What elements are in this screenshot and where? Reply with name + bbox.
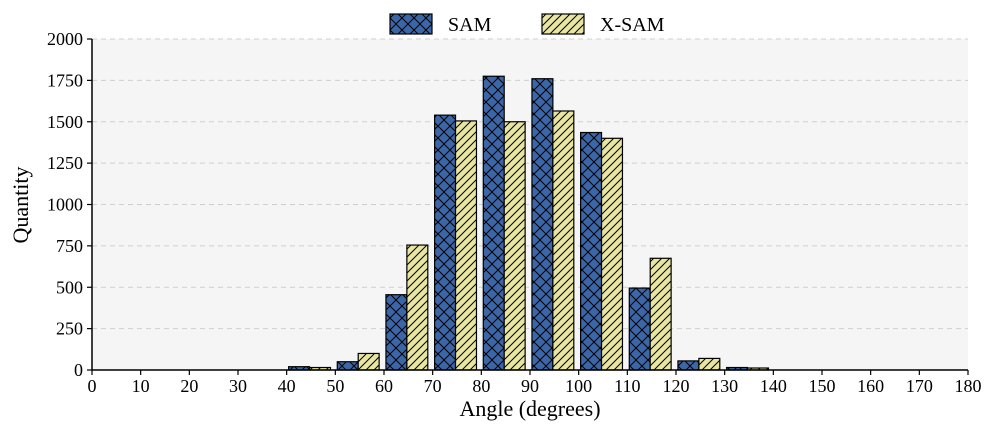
x-tick-label: 10 [132, 376, 150, 396]
x-tick-label: 80 [472, 376, 490, 396]
bar-x-sam [454, 120, 478, 371]
x-tick-label: 0 [88, 376, 97, 396]
bar-sam [482, 75, 505, 371]
y-axis-label: Quantity [8, 167, 33, 244]
x-tick-label: 120 [663, 376, 690, 396]
bar-x-sam [357, 352, 380, 371]
y-tick-label: 1000 [47, 195, 83, 215]
bar-sam [677, 360, 700, 371]
y-tick-label: 1250 [47, 153, 83, 173]
x-tick-label: 70 [424, 376, 442, 396]
x-tick-label: 20 [180, 376, 198, 396]
bar-sam [580, 131, 603, 371]
x-tick-label: 150 [809, 376, 836, 396]
plot-area [92, 39, 968, 370]
y-tick-label: 1500 [47, 112, 83, 132]
x-tick-label: 50 [326, 376, 344, 396]
bar-x-sam [698, 357, 721, 371]
y-tick-label: 500 [56, 277, 83, 297]
legend-swatch-x-sam [541, 13, 585, 35]
x-tick-label: 110 [614, 376, 640, 396]
x-axis-label: Angle (degrees) [459, 396, 600, 421]
bar-sam [628, 287, 651, 371]
bar-x-sam [503, 121, 526, 371]
x-tick-label: 30 [229, 376, 247, 396]
x-tick-label: 60 [375, 376, 393, 396]
bar-x-sam [600, 137, 624, 371]
bar-x-sam [649, 257, 672, 371]
x-tick-label: 100 [565, 376, 592, 396]
bar-x-sam [552, 110, 575, 371]
x-tick-label: 40 [278, 376, 296, 396]
legend: SAM X-SAM [389, 13, 665, 36]
bars [288, 75, 770, 371]
y-tick-label: 750 [56, 236, 83, 256]
grid [92, 38, 968, 330]
legend-label-sam: SAM [448, 14, 492, 36]
x-tick-label: 130 [711, 376, 738, 396]
bar-sam [434, 114, 457, 371]
y-ticks: 0 250 500 750 1000 1250 1500 1750 2000 [47, 29, 92, 380]
y-tick-label: 1750 [47, 70, 83, 90]
y-tick-label: 2000 [47, 29, 83, 49]
legend-label-x-sam: X-SAM [600, 14, 665, 36]
x-ticks: 0 10 20 30 40 50 60 70 80 90 100 110 120 130 140 150 160… [88, 370, 982, 396]
bar-x-sam [406, 244, 429, 371]
x-tick-label: 180 [955, 376, 982, 396]
bar-sam [531, 78, 554, 371]
bar-sam [336, 361, 359, 371]
y-tick-label: 0 [74, 360, 83, 380]
x-tick-label: 160 [857, 376, 884, 396]
legend-swatch-sam [389, 13, 433, 35]
x-tick-label: 170 [906, 376, 933, 396]
x-tick-label: 90 [521, 376, 539, 396]
bar-sam [385, 294, 408, 371]
x-tick-label: 140 [760, 376, 787, 396]
y-tick-label: 250 [56, 319, 83, 339]
